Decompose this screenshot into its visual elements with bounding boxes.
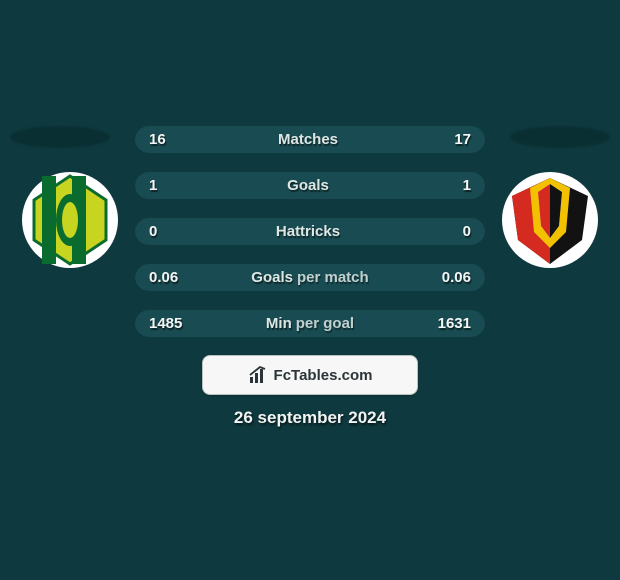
stat-label: Minper goal <box>135 315 485 332</box>
stat-right-value: 0 <box>463 223 471 240</box>
stat-label: Matches <box>135 131 485 148</box>
stat-row-min-per-goal: 1485 Minper goal 1631 <box>135 309 485 337</box>
club-badge-left-icon <box>20 170 120 270</box>
brand-label: FcTables.com <box>274 367 373 384</box>
stat-label: Goals <box>135 177 485 194</box>
stat-row-matches: 16 Matches 17 <box>135 125 485 153</box>
club-badge-left <box>20 170 120 270</box>
club-badge-right <box>500 170 600 270</box>
stat-right-value: 1 <box>463 177 471 194</box>
stat-label: Goalsper match <box>135 269 485 286</box>
brand-box[interactable]: FcTables.com <box>202 355 418 395</box>
club-badge-right-icon <box>500 170 600 270</box>
bar-chart-icon <box>248 365 268 385</box>
stats-rows: 16 Matches 17 1 Goals 1 0 Hattricks 0 0.… <box>135 125 485 337</box>
stat-right-value: 17 <box>454 131 471 148</box>
stat-right-value: 1631 <box>438 315 471 332</box>
stat-right-value: 0.06 <box>442 269 471 286</box>
stat-label: Hattricks <box>135 223 485 240</box>
stat-row-hattricks: 0 Hattricks 0 <box>135 217 485 245</box>
player-left-shadow <box>10 126 110 148</box>
footer-date: 26 september 2024 <box>0 408 620 428</box>
stat-row-goals: 1 Goals 1 <box>135 171 485 199</box>
player-right-shadow <box>510 126 610 148</box>
stat-row-goals-per-match: 0.06 Goalsper match 0.06 <box>135 263 485 291</box>
